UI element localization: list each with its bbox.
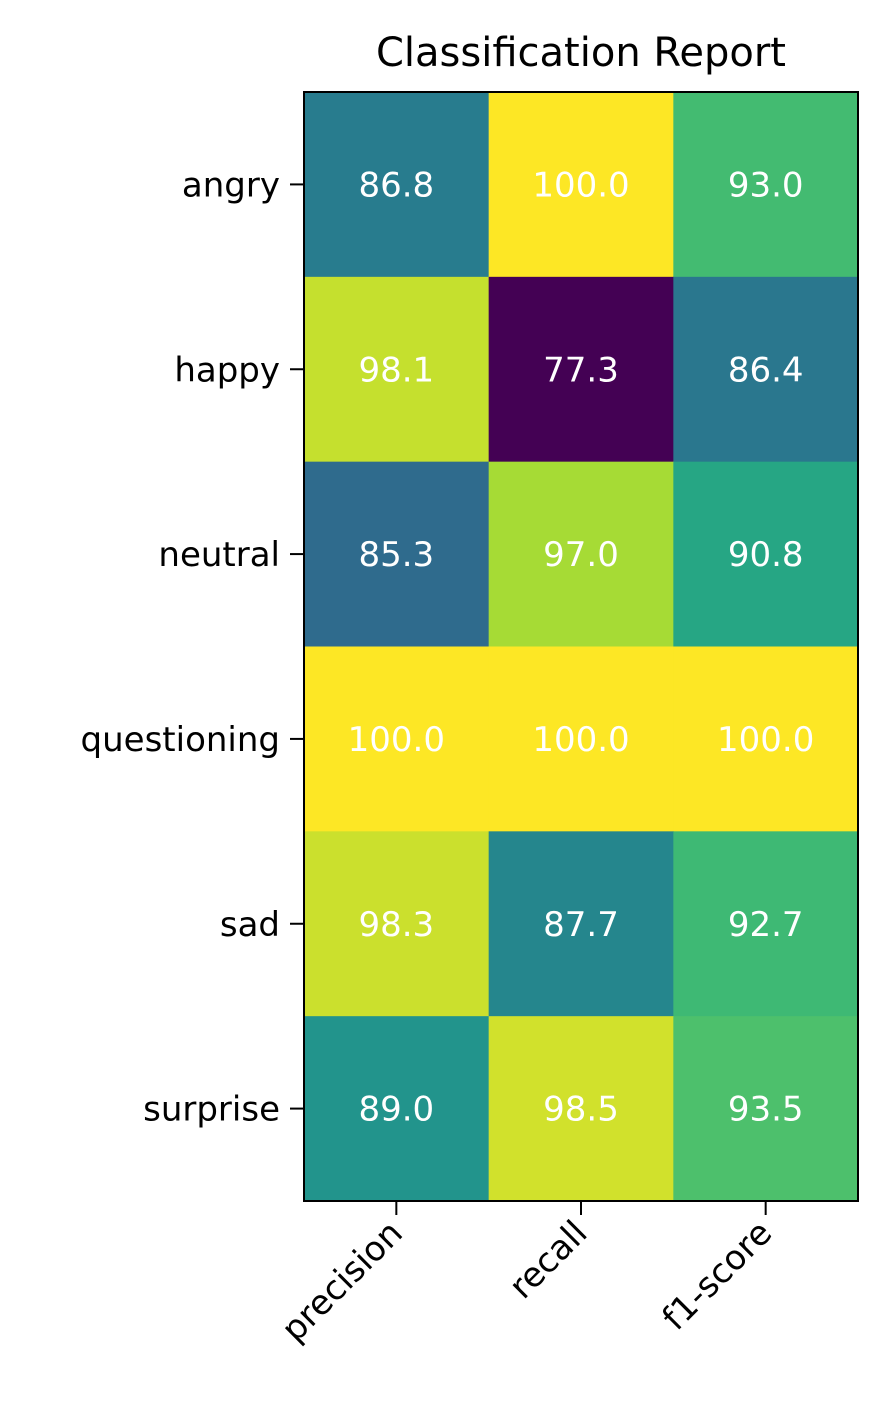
- heatmap-cell: [673, 646, 859, 832]
- cell-value-label: 100.0: [532, 720, 629, 760]
- cell-value-label: 89.0: [358, 1090, 434, 1130]
- heatmap-cell: [488, 276, 674, 463]
- cell-value-label: 86.8: [358, 165, 434, 205]
- heatmap-cell: [304, 276, 490, 463]
- cell-value-label: 100.0: [532, 165, 629, 205]
- y-tick-label: questioning: [81, 720, 280, 760]
- cell-value-label: 98.3: [358, 905, 434, 945]
- cell-value-label: 98.5: [543, 1090, 619, 1130]
- heatmap-cell: [304, 461, 490, 648]
- heatmap-cell: [488, 92, 674, 278]
- cell-value-label: 90.8: [728, 535, 804, 575]
- heatmap-cell: [304, 1016, 490, 1202]
- heatmap-cell: [673, 276, 859, 463]
- cell-value-label: 93.5: [728, 1090, 804, 1130]
- x-tick-label: f1-score: [655, 1213, 780, 1338]
- heatmap-cell: [304, 831, 490, 1017]
- y-tick-label: sad: [220, 905, 280, 945]
- heatmap-cell: [488, 831, 674, 1017]
- heatmap-cell: [488, 646, 674, 832]
- heatmap-cell-labels: 86.8 100.0 93.0 98.1 77.3 86.4 85.3 97.0 90.8 100…: [348, 165, 815, 1129]
- chart-title: Classification Report: [376, 30, 786, 76]
- cell-value-label: 97.0: [543, 535, 619, 575]
- cell-value-label: 86.4: [728, 350, 804, 390]
- heatmap-cell: [673, 461, 859, 648]
- cell-value-label: 92.7: [728, 905, 804, 945]
- y-tick-label: angry: [182, 165, 280, 205]
- x-tick-label: precision: [274, 1213, 411, 1350]
- cell-value-label: 87.7: [543, 905, 619, 945]
- cell-value-label: 77.3: [543, 350, 619, 390]
- y-axis-ticks: angry happy neutral questioning sad surprise: [81, 165, 304, 1130]
- cell-value-label: 98.1: [358, 350, 434, 390]
- cell-value-label: 93.0: [728, 165, 804, 205]
- x-tick-label: recall: [502, 1213, 596, 1307]
- cell-value-label: 100.0: [348, 720, 445, 760]
- y-tick-label: surprise: [143, 1090, 280, 1130]
- heatmap-cell: [673, 1016, 859, 1202]
- heatmap-cell: [488, 1016, 674, 1202]
- heatmap-cell: [304, 646, 490, 832]
- heatmap-cell: [673, 831, 859, 1017]
- heatmap-cells: [304, 92, 859, 1202]
- heatmap-cell: [304, 92, 490, 278]
- cell-value-label: 100.0: [717, 720, 814, 760]
- y-tick-label: happy: [174, 350, 280, 390]
- heatmap-cell: [673, 92, 859, 278]
- heatmap-cell: [488, 461, 674, 648]
- y-tick-label: neutral: [158, 535, 280, 575]
- x-axis-ticks: precision recall f1-score: [274, 1201, 780, 1350]
- cell-value-label: 85.3: [358, 535, 434, 575]
